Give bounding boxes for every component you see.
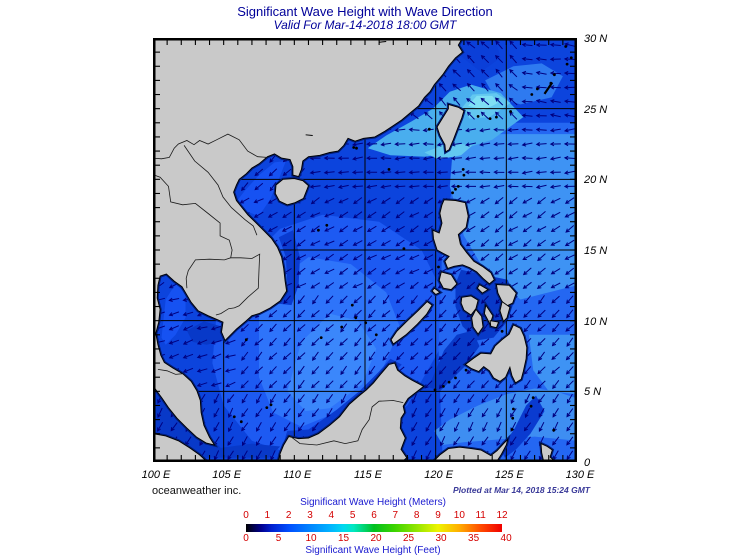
lat-label: 10 N	[584, 315, 608, 328]
lat-label: 0	[584, 457, 591, 469]
oceanweather-branding: oceanweather inc.	[152, 485, 242, 497]
lon-label: 100 E	[141, 469, 171, 481]
lon-label: 125 E	[494, 469, 524, 481]
meters-tick: 10	[453, 510, 465, 521]
lat-label: 15 N	[584, 245, 608, 257]
feet-tick: 25	[402, 533, 415, 544]
islet-layer	[232, 41, 573, 432]
meters-tick: 4	[328, 510, 335, 521]
feet-tick: 35	[468, 533, 480, 544]
feet-tick: 15	[337, 533, 350, 544]
meters-tick: 3	[307, 510, 313, 521]
legend-colorbar	[246, 524, 502, 532]
lon-label: 105 E	[212, 469, 242, 481]
lon-label: 130 E	[565, 469, 595, 481]
feet-tick: 5	[275, 533, 282, 544]
meters-tick: 11	[475, 510, 486, 521]
meters-tick: 6	[371, 510, 377, 521]
meters-tick: 8	[413, 510, 420, 521]
feet-tick: 30	[435, 533, 447, 544]
meters-tick: 0	[243, 510, 249, 521]
lat-label: 5 N	[584, 386, 602, 399]
feet-tick: 0	[243, 533, 249, 544]
wave-height-map	[153, 38, 577, 462]
valid-time-subtitle: Valid For Mar-14-2018 18:00 GMT	[273, 18, 457, 32]
meters-tick: 2	[285, 510, 292, 521]
meters-tick: 7	[392, 510, 399, 521]
meters-tick: 1	[264, 510, 271, 521]
meters-tick: 12	[496, 510, 508, 521]
plotted-timestamp: Plotted at Mar 14, 2018 15:24 GMT	[453, 485, 590, 495]
meters-tick: 9	[435, 510, 441, 521]
legend-title-meters: Significant Wave Height (Meters)	[300, 497, 446, 508]
feet-tick: 40	[500, 533, 512, 544]
feet-tick: 20	[370, 533, 382, 544]
page-title: Significant Wave Height with Wave Direct…	[237, 4, 493, 19]
lon-label: 120 E	[424, 469, 454, 481]
lon-label: 115 E	[354, 469, 382, 481]
lat-label: 20 N	[584, 174, 608, 187]
lat-label: 30 N	[584, 33, 608, 45]
map-frame	[153, 38, 577, 462]
border-layer	[153, 133, 404, 446]
lon-label: 110 E	[283, 469, 312, 481]
land-layer	[153, 38, 557, 462]
meters-tick: 5	[349, 510, 356, 521]
lat-label: 25 N	[584, 103, 608, 116]
legend-title-feet: Significant Wave Height (Feet)	[305, 545, 441, 556]
feet-tick: 10	[305, 533, 317, 544]
